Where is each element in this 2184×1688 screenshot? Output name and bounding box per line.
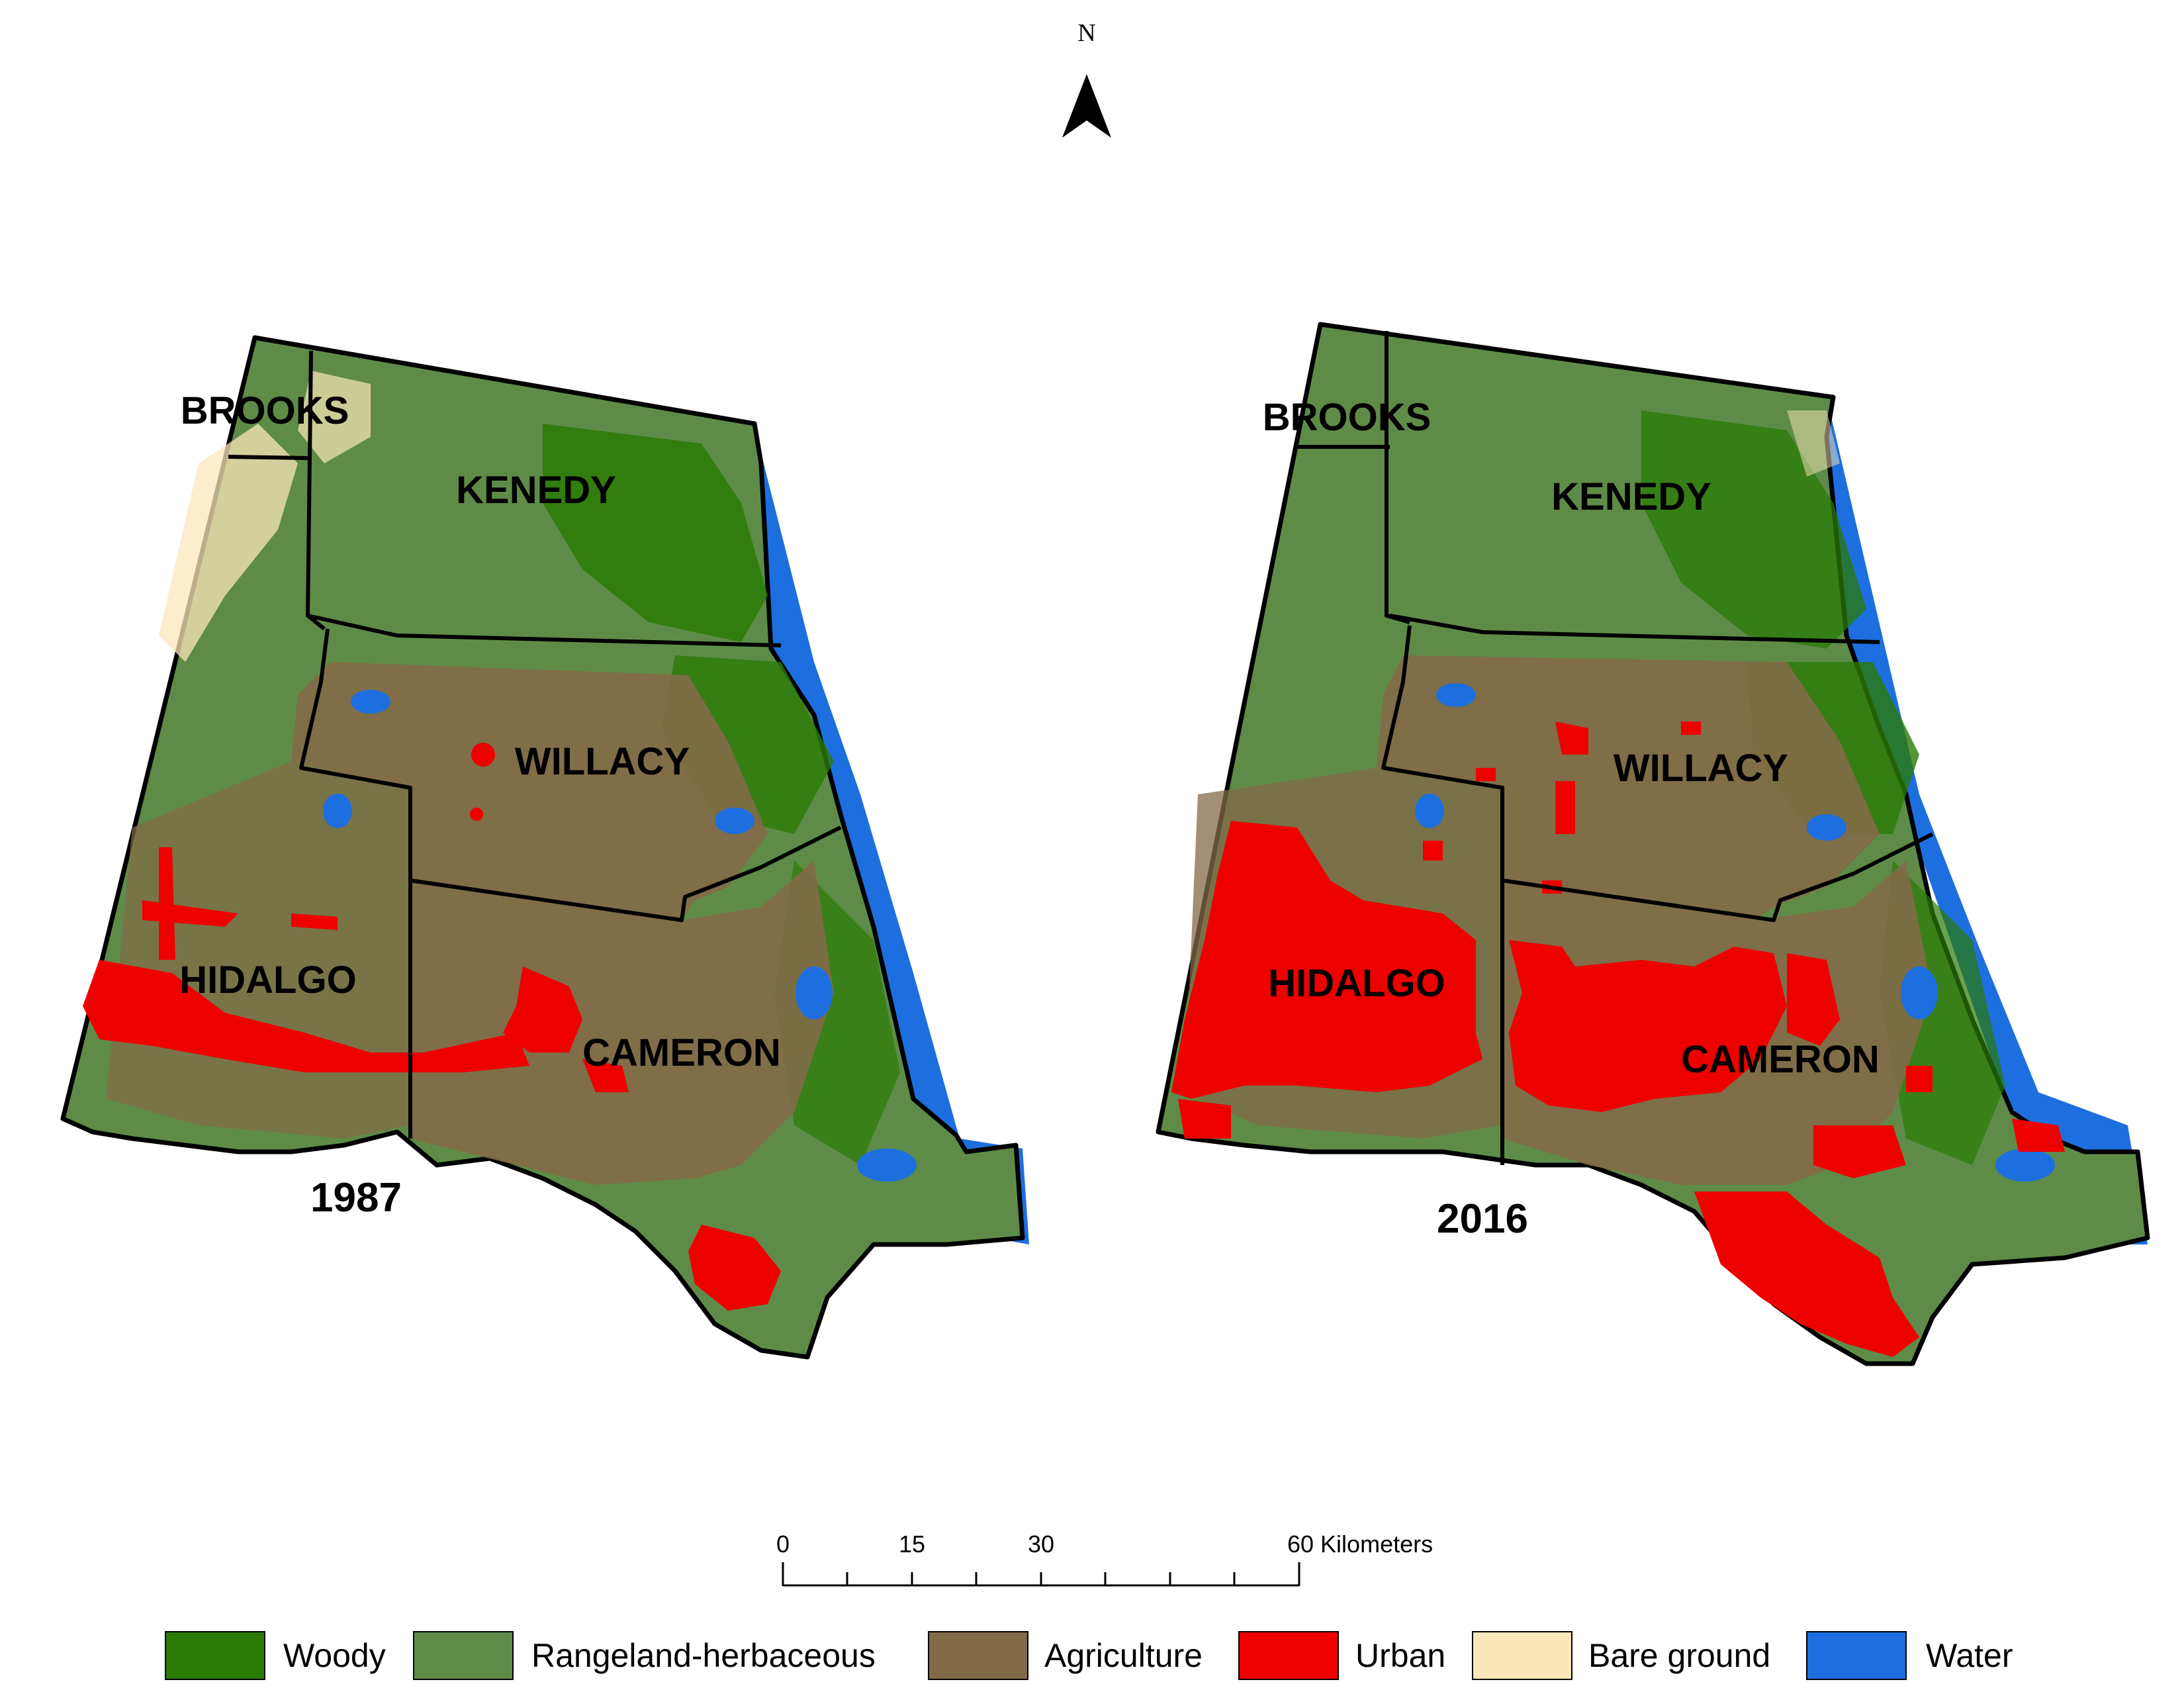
map-1987: BROOKS KENEDY WILLACY HIDALGO CAMERON 19… (60, 335, 1029, 1360)
scale-tick-label-30: 30 (1028, 1530, 1054, 1558)
year-label-2016: 2016 (1437, 1196, 1528, 1242)
lake-1987-a (351, 690, 390, 714)
legend-label-rangeland: Rangeland-herbaceous (531, 1637, 876, 1674)
lake-1987-e (715, 808, 754, 834)
legend-swatch-agriculture (928, 1631, 1028, 1680)
legend-label-urban: Urban (1355, 1637, 1445, 1674)
scale-bar: 0 15 30 60 Kilometers (776, 1530, 1433, 1587)
county-label-hidalgo-1987: HIDALGO (179, 959, 356, 1002)
county-boundaries-1987 (228, 350, 842, 1139)
map-2016: BROOKS KENEDY WILLACY HIDALGO CAMERON 20… (1156, 322, 2150, 1366)
county-label-hidalgo-2016: HIDALGO (1268, 962, 1445, 1005)
legend-item-bare-ground: Bare ground (1472, 1631, 1770, 1680)
lake-2016-a (1436, 683, 1476, 707)
legend-label-woody: Woody (283, 1637, 386, 1674)
legend: Woody Rangeland-herbaceous Agriculture U… (165, 1631, 2013, 1680)
bare-patch-west-1987 (159, 424, 298, 662)
legend-label-agriculture: Agriculture (1044, 1637, 1203, 1674)
lake-2016-b (1415, 794, 1444, 828)
lake-2016-d (1995, 1149, 2055, 1182)
lake-2016-c (1901, 966, 1938, 1019)
county-label-brooks-2016: BROOKS (1263, 396, 1432, 439)
legend-item-agriculture: Agriculture (928, 1631, 1203, 1680)
north-arrow-icon (1062, 74, 1111, 138)
legend-swatch-bare-ground (1472, 1631, 1572, 1680)
lake-1987-b (323, 794, 352, 828)
legend-item-urban: Urban (1238, 1631, 1445, 1680)
county-label-kenedy-2016: KENEDY (1551, 475, 1711, 518)
legend-swatch-water (1806, 1631, 1907, 1680)
lake-2016-e (1807, 814, 1846, 841)
county-label-kenedy-1987: KENEDY (456, 469, 616, 512)
agriculture-cameron-1987 (410, 861, 834, 1185)
year-label-1987: 1987 (310, 1175, 402, 1221)
scale-bar-line (782, 1562, 1300, 1587)
county-label-willacy-1987: WILLACY (515, 740, 690, 783)
scale-tick-label-60: 60 Kilometers (1287, 1530, 1433, 1558)
north-arrow: N (1062, 19, 1111, 138)
legend-swatch-rangeland (413, 1631, 514, 1680)
scale-tick-label-15: 15 (899, 1530, 925, 1558)
county-label-cameron-2016: CAMERON (1681, 1038, 1880, 1081)
county-boundaries-2016 (1297, 331, 1934, 1165)
woody-patch-kenedy-1987 (543, 424, 768, 642)
county-label-cameron-1987: CAMERON (582, 1031, 781, 1074)
legend-item-woody: Woody (165, 1631, 386, 1680)
lake-1987-d (857, 1149, 917, 1182)
north-label: N (1077, 19, 1095, 47)
legend-label-bare-ground: Bare ground (1588, 1637, 1770, 1674)
lake-1987-c (796, 966, 833, 1019)
legend-swatch-woody (165, 1631, 265, 1680)
county-label-brooks-1987: BROOKS (181, 389, 349, 432)
legend-label-water: Water (1926, 1637, 2013, 1674)
legend-swatch-urban (1238, 1631, 1339, 1680)
county-label-willacy-2016: WILLACY (1614, 747, 1788, 790)
bare-patch-north-2016 (1787, 410, 1840, 477)
legend-item-water: Water (1806, 1631, 2013, 1680)
urban-areas-2016 (1171, 722, 2065, 1357)
urban-areas-1987 (83, 743, 781, 1311)
legend-item-rangeland: Rangeland-herbaceous (413, 1631, 876, 1680)
bare-patch-brooks-1987 (298, 371, 371, 463)
scale-tick-label-0: 0 (776, 1530, 790, 1558)
